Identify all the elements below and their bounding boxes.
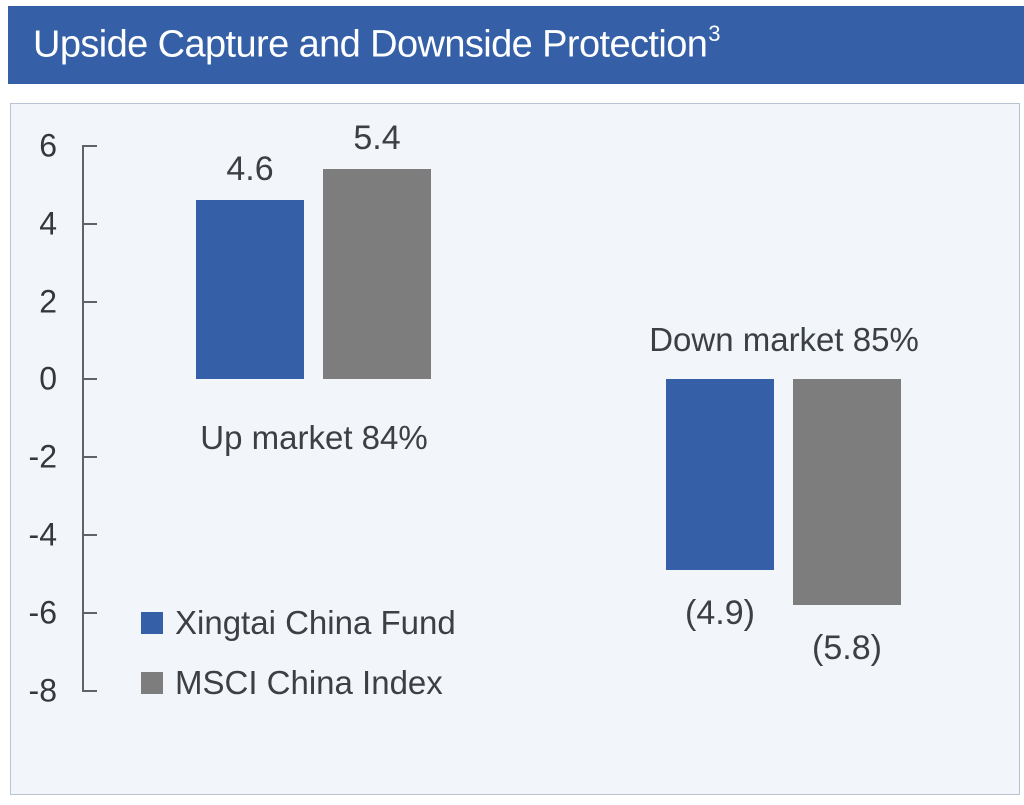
bar-xingtai-china-fund-down	[666, 379, 774, 570]
y-tick-mark	[82, 534, 97, 536]
y-tick-label: 2	[39, 283, 57, 320]
y-tick-mark	[82, 456, 97, 459]
bar-value-label: 5.4	[353, 119, 401, 158]
y-axis-line	[82, 146, 84, 692]
legend-label: Xingtai China Fund	[175, 604, 456, 641]
bar-xingtai-china-fund-up	[196, 200, 304, 380]
y-tick-mark	[82, 378, 97, 381]
chart-plot: Xingtai China Fund MSCI China Index 6 4 2 0…	[11, 104, 1019, 794]
y-tick-label: 6	[39, 127, 57, 164]
y-tick-mark	[82, 689, 97, 692]
bar-value-label: (4.9)	[685, 594, 755, 632]
y-tick-mark	[82, 611, 97, 614]
bar-value-label: (5.8)	[812, 629, 882, 668]
y-tick-label: -2	[28, 438, 57, 475]
legend-item-msci-china-index: MSCI China Index	[141, 664, 443, 701]
legend-item-xingtai-china-fund: Xingtai China Fund	[141, 604, 456, 641]
legend-swatch-gray-icon	[141, 672, 163, 694]
page-title-text: Upside Capture and Downside Protection	[33, 23, 708, 66]
y-tick-label: 0	[39, 360, 57, 397]
y-tick-mark	[82, 300, 97, 303]
title-bar: Upside Capture and Downside Protection3	[8, 6, 1024, 84]
category-label: Down market 85%	[649, 321, 919, 358]
chart-panel: Xingtai China Fund MSCI China Index 6 4 2 0…	[10, 103, 1020, 795]
y-tick-mark	[82, 145, 97, 147]
y-tick-label: -6	[28, 594, 57, 631]
y-tick-label: 4	[39, 205, 57, 242]
title-footnote-marker: 3	[708, 21, 720, 47]
y-tick-mark	[82, 222, 97, 225]
bar-msci-china-index-down	[793, 379, 901, 605]
bar-msci-china-index-up	[323, 169, 431, 380]
category-label: Up market 84%	[200, 419, 428, 456]
y-tick-label: -4	[28, 516, 57, 553]
legend-swatch-blue-icon	[141, 612, 163, 634]
y-tick-label: -8	[28, 672, 57, 709]
bar-value-label: 4.6	[226, 150, 274, 189]
page-title: Upside Capture and Downside Protection3	[8, 21, 721, 67]
legend-label: MSCI China Index	[175, 664, 443, 701]
